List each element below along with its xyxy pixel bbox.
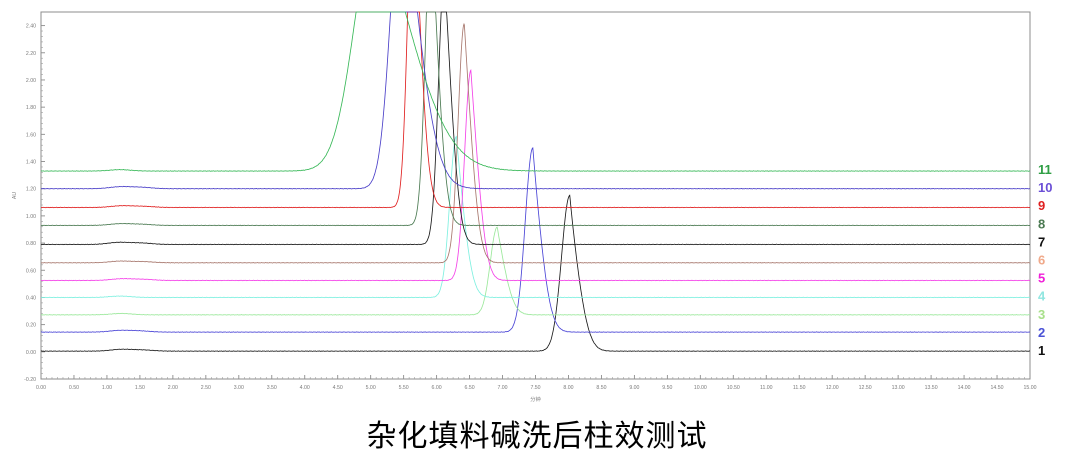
x-axis-title: 分钟 [530,395,540,403]
x-tick-label: 14.00 [958,385,971,391]
x-tick-label: 1.50 [135,385,145,391]
y-axis-ticks: -0.20 0.00 0.20 0.40 0.60 0.80 1.00 1.20 1.40 1.6… [24,24,45,383]
trace-series-1 [40,194,1031,352]
x-tick-label: 15.00 [1024,385,1037,391]
y-tick-label: 1.60 [26,132,36,138]
chromatogram-plot: -0.20 0.00 0.20 0.40 0.60 0.80 1.00 1.20 1.40 1.6… [12,11,1052,403]
x-tick-label: 12.50 [859,385,872,391]
trace-series-8 [40,11,1031,227]
y-tick-label: 2.00 [26,78,36,84]
x-tick-label: 5.00 [366,385,376,391]
x-tick-label: 11.50 [793,385,806,391]
y-tick-label: 1.20 [26,187,36,193]
y-tick-label: 2.20 [26,51,36,57]
chromatogram-svg: -0.200.000.200.400.600.801.001.201.401.6… [12,11,1052,403]
legend-label-5[interactable]: 5 [1038,271,1045,286]
plot-frame [40,11,1031,380]
x-tick-label: 13.50 [925,385,938,391]
y-tick-label: 0.20 [26,323,36,329]
x-axis-title-text: 分钟 [530,395,540,403]
trace-series-10 [40,11,1031,190]
y-axis-title-text: AU [12,192,18,199]
x-tick-label: 8.00 [563,385,573,391]
legend-label-8[interactable]: 8 [1038,216,1045,231]
x-tick-label: 3.50 [267,385,277,391]
x-tick-label: 4.00 [300,385,310,391]
x-tick-label: 9.50 [662,385,672,391]
y-tick-label: -0.20 [24,377,36,383]
y-tick-label: 0.40 [26,295,36,301]
y-tick-label: 1.80 [26,105,36,111]
x-tick-label: 11.00 [760,385,773,391]
x-axis-ticks: 0.00 0.50 1.00 1.50 2.00 2.50 3.00 3.50 4.00 4.50… [36,375,1037,391]
x-tick-label: 2.00 [168,385,178,391]
trace-series-2 [40,147,1031,333]
legend-label-7[interactable]: 7 [1038,234,1045,249]
x-tick-label: 12.00 [826,385,839,391]
x-tick-label: 13.00 [892,385,905,391]
x-tick-label: 5.50 [399,385,409,391]
x-tick-label: 10.00 [694,385,707,391]
x-tick-label: 4.50 [333,385,343,391]
trace-series-5 [40,69,1031,282]
y-tick-label: 0.60 [26,268,36,274]
x-tick-label: 14.50 [991,385,1004,391]
legend-label-2[interactable]: 2 [1038,325,1045,340]
y-tick-label: 2.40 [26,24,36,30]
trace-series-3 [40,226,1031,316]
legend-label-6[interactable]: 6 [1038,253,1045,268]
y-axis-title: AU [12,192,18,199]
x-tick-label: 0.00 [36,385,46,391]
legend-label-3[interactable]: 3 [1038,307,1045,322]
x-tick-label: 7.00 [497,385,507,391]
legend-label-1[interactable]: 1 [1038,343,1045,358]
trace-series-7 [40,11,1030,246]
x-tick-label: 7.50 [530,385,540,391]
figure-caption: 杂化填料碱洗后柱效测试 [366,419,708,454]
x-tick-label: 3.00 [234,385,244,391]
plot-frame-rect [40,11,1031,380]
trace-series-9 [40,11,1031,209]
series-legend: 11 10 9 8 7 6 5 4 3 2 1 [1038,162,1052,358]
legend-label-11[interactable]: 11 [1038,162,1052,177]
y-tick-label: 0.80 [26,241,36,247]
x-tick-label: 9.00 [629,385,639,391]
x-tick-label: 6.50 [465,385,475,391]
y-tick-label: 1.40 [26,160,36,166]
x-tick-label: 8.50 [596,385,606,391]
x-tick-label: 1.00 [102,385,112,391]
y-tick-label: 0.00 [26,350,36,356]
x-tick-label: 10.50 [727,385,740,391]
x-tick-label: 0.50 [69,385,79,391]
x-tick-label: 2.50 [201,385,211,391]
legend-label-9[interactable]: 9 [1038,198,1045,213]
legend-label-10[interactable]: 10 [1038,180,1052,195]
legend-label-4[interactable]: 4 [1038,289,1046,304]
x-tick-label: 6.00 [432,385,442,391]
trace-series-11 [40,11,1031,172]
trace-lines [40,11,1031,352]
trace-series-6 [40,22,1031,264]
y-tick-label: 1.00 [26,214,36,220]
trace-series-4 [40,135,1031,299]
